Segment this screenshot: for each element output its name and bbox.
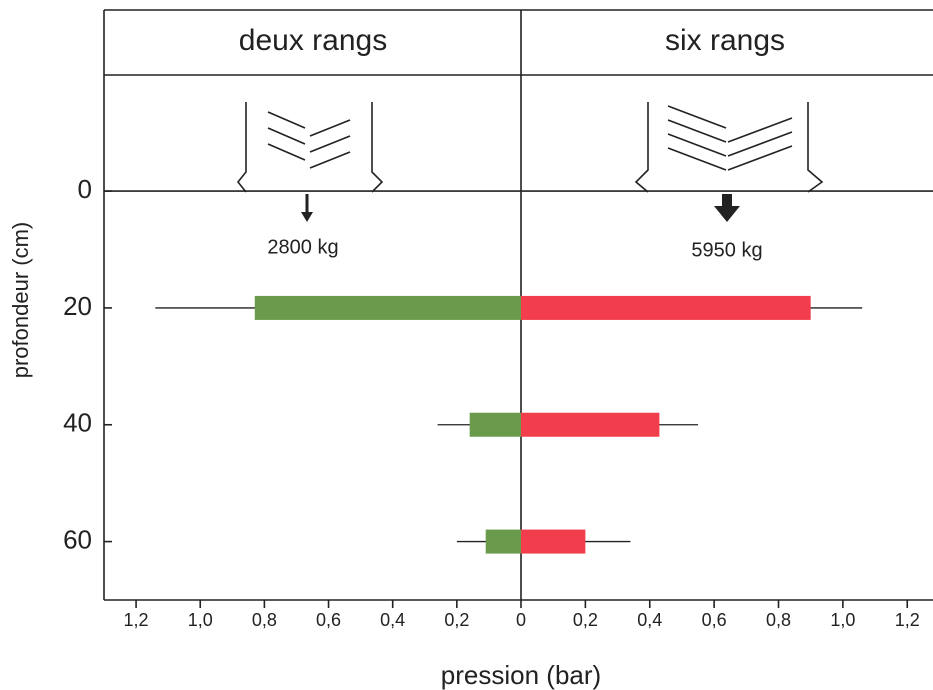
header: six rangs <box>665 24 785 57</box>
y-tick-label: 40 <box>63 408 92 438</box>
x-tick-label: 0,8 <box>766 610 791 630</box>
x-tick-label: 0,8 <box>252 610 277 630</box>
tractor-left <box>238 102 382 192</box>
chart: deux rangs six rangs 2800 kg 5950 kg pro… <box>0 0 933 690</box>
bar <box>521 413 659 437</box>
x-tick-label: 1,2 <box>895 610 920 630</box>
y-tick-label: 60 <box>63 524 92 554</box>
x-tick-label: 1,0 <box>830 610 855 630</box>
y-tick-label: 20 <box>63 291 92 321</box>
annotation: 2800 kg <box>267 236 338 258</box>
x-tick-label: 0,6 <box>316 610 341 630</box>
header: deux rangs <box>239 24 387 57</box>
annotation: 5950 kg <box>691 239 762 261</box>
x-tick-label: 1,0 <box>188 610 213 630</box>
y-axis-title: profondeur (cm) <box>8 222 33 379</box>
bar <box>521 296 811 320</box>
bar <box>486 530 521 554</box>
x-tick-label: 0,2 <box>444 610 469 630</box>
y-tick-label: 0 <box>78 174 92 204</box>
x-tick-label: 1,2 <box>124 610 149 630</box>
bar <box>521 530 585 554</box>
bar <box>255 296 521 320</box>
x-tick-label: 0 <box>516 610 526 630</box>
tractor-right <box>636 102 822 192</box>
bar <box>470 413 521 437</box>
x-tick-label: 0,6 <box>702 610 727 630</box>
x-tick-label: 0,2 <box>573 610 598 630</box>
x-tick-label: 0,4 <box>637 610 662 630</box>
x-tick-label: 0,4 <box>380 610 405 630</box>
x-axis-title: pression (bar) <box>441 660 601 690</box>
